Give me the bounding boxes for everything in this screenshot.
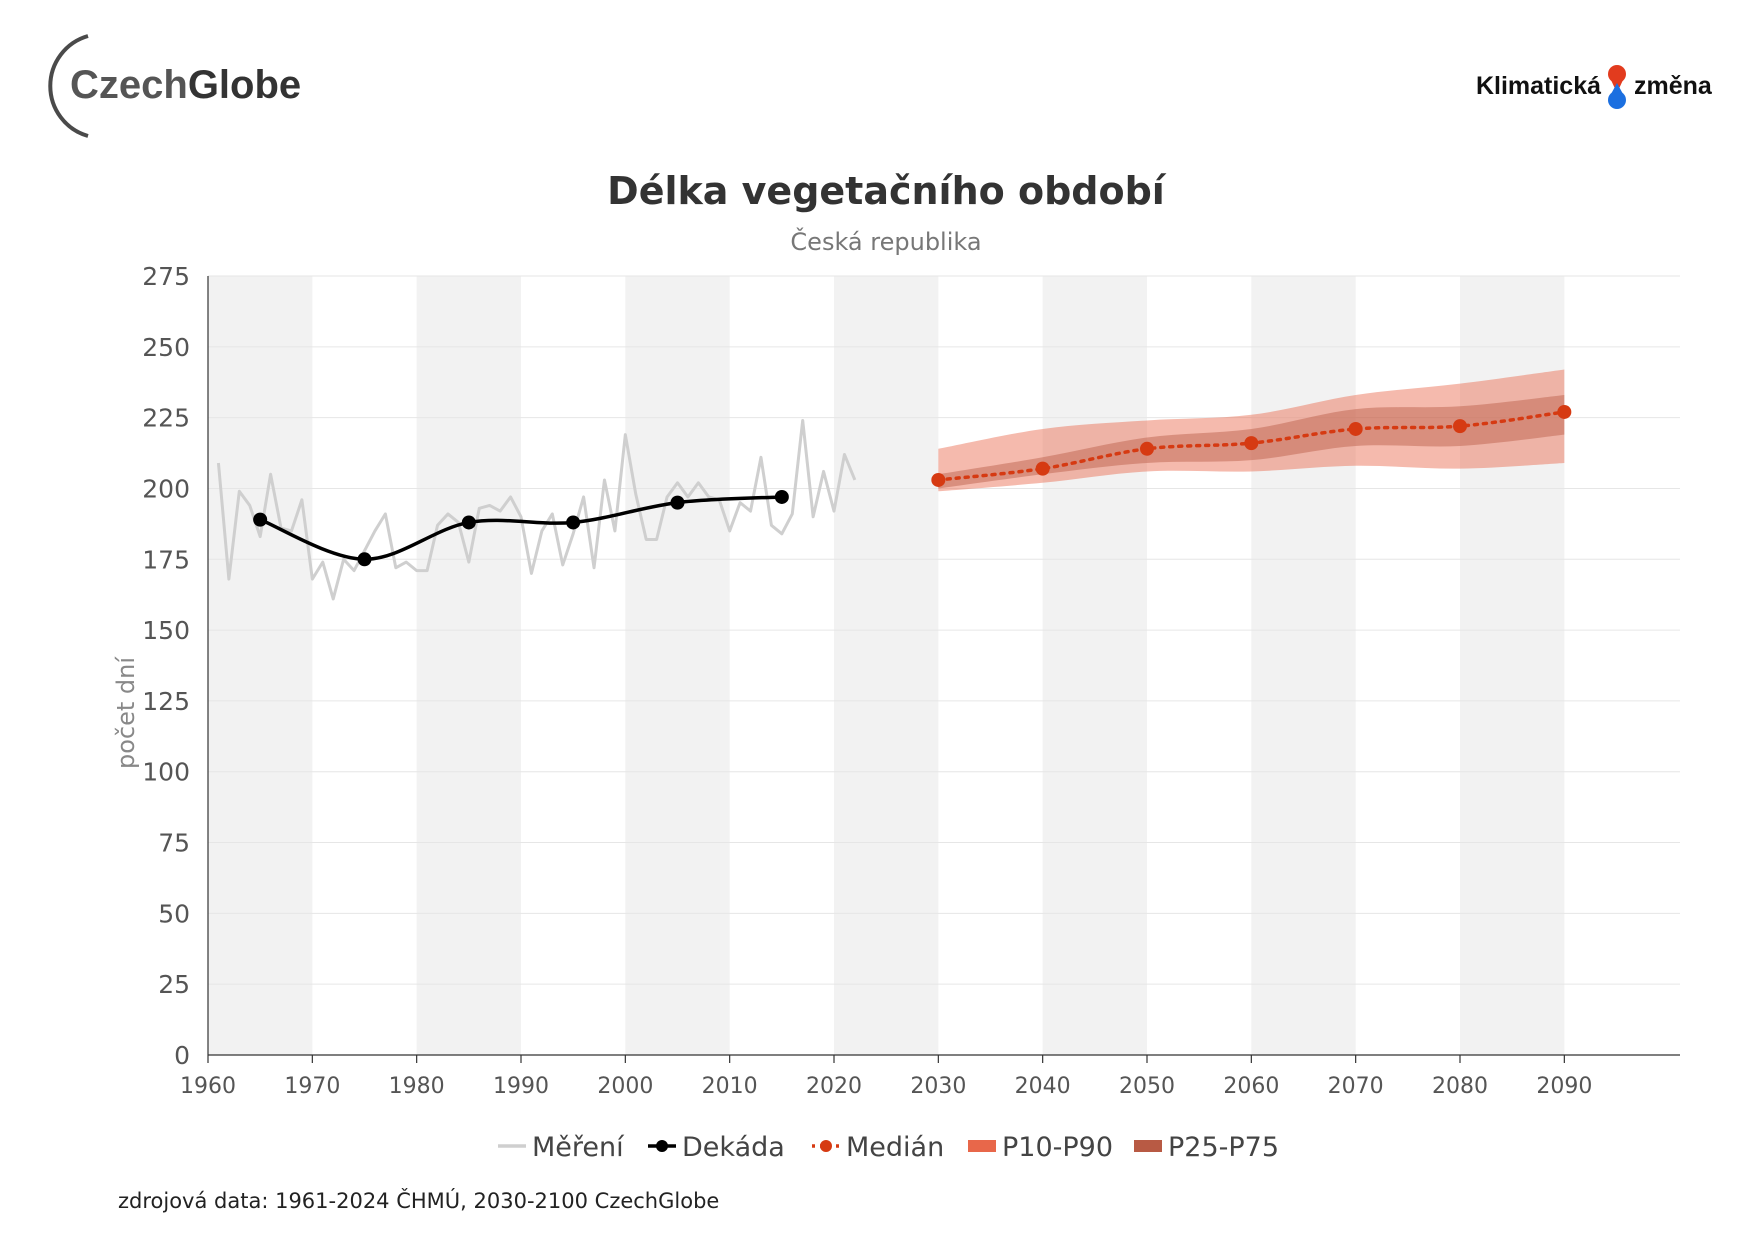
czechglobe-logo: CzechGlobe bbox=[48, 34, 301, 138]
decade-point bbox=[774, 489, 789, 504]
y-tick-label: 125 bbox=[142, 687, 190, 716]
red-drop-icon bbox=[1608, 65, 1626, 83]
median-point bbox=[931, 472, 946, 487]
y-tick-label: 50 bbox=[158, 899, 190, 928]
decade-point bbox=[566, 515, 581, 530]
median-point bbox=[1348, 421, 1363, 436]
y-tick-label: 250 bbox=[142, 333, 190, 362]
blue-drop-icon bbox=[1608, 91, 1626, 109]
median-point bbox=[1140, 441, 1154, 456]
x-tick-label: 2010 bbox=[702, 1074, 758, 1099]
decade-stripe bbox=[416, 276, 521, 1055]
y-tick-label: 75 bbox=[158, 829, 190, 858]
decade-stripe bbox=[1251, 276, 1356, 1055]
decade-stripe bbox=[834, 276, 939, 1055]
axes: 0 25 50 75 100 125 150 175 200 225 250 275 1960 1970 1… bbox=[142, 262, 1680, 1099]
decade-stripe bbox=[208, 276, 313, 1055]
median-point bbox=[1557, 404, 1572, 419]
legend-decade-dot bbox=[656, 1140, 668, 1152]
median-point bbox=[1244, 436, 1259, 451]
x-tick-label: 1960 bbox=[180, 1074, 236, 1099]
decade-stripe bbox=[1460, 276, 1565, 1055]
legend-label-p25-p75[interactable]: P25-P75 bbox=[1168, 1132, 1279, 1163]
decade-line bbox=[259, 495, 782, 562]
y-tick-label: 150 bbox=[142, 616, 190, 645]
p10-p90-band bbox=[938, 369, 1565, 492]
decade-series bbox=[253, 489, 789, 567]
legend-p25-p75-swatch bbox=[1134, 1140, 1162, 1152]
y-tick-label: 100 bbox=[142, 758, 190, 787]
klimaticka-zmena-logo: Klimatická změna bbox=[1476, 65, 1713, 109]
x-tick-label: 2020 bbox=[806, 1074, 862, 1099]
chart-subtitle: Česká republika bbox=[790, 226, 981, 256]
legend-label-decade[interactable]: Dekáda bbox=[682, 1132, 785, 1163]
median-point bbox=[1035, 461, 1050, 476]
czechglobe-arc-icon bbox=[48, 34, 89, 138]
czechglobe-logo-text: CzechGlobe bbox=[70, 63, 301, 107]
legend-median-dot bbox=[820, 1140, 832, 1152]
x-tick-label: 1990 bbox=[493, 1074, 549, 1099]
median-point bbox=[1453, 419, 1467, 434]
decade-point bbox=[461, 515, 476, 530]
decade-stripe bbox=[625, 276, 730, 1055]
blue-drop-tip-icon bbox=[1611, 83, 1623, 94]
czechglobe-logo-part-czech: Czech bbox=[70, 63, 188, 107]
decade-point bbox=[357, 552, 372, 567]
legend-label-measured[interactable]: Měření bbox=[532, 1132, 625, 1163]
median-series bbox=[931, 404, 1572, 487]
decade-point bbox=[670, 495, 685, 510]
x-tick-label: 2040 bbox=[1015, 1074, 1071, 1099]
legend-p10-p90-swatch bbox=[968, 1140, 996, 1152]
y-tick-label: 275 bbox=[142, 262, 190, 291]
decade-point bbox=[253, 512, 268, 527]
y-axis-label: počet dní bbox=[112, 656, 140, 769]
legend-label-p10-p90[interactable]: P10-P90 bbox=[1002, 1132, 1113, 1163]
y-tick-label: 175 bbox=[142, 545, 190, 574]
x-tick-label: 2050 bbox=[1119, 1074, 1175, 1099]
y-tick-label: 0 bbox=[174, 1041, 190, 1070]
chart-title: Délka vegetačního období bbox=[607, 169, 1167, 213]
y-tick-label: 225 bbox=[142, 404, 190, 433]
x-tick-label: 2080 bbox=[1432, 1074, 1488, 1099]
x-tick-label: 2000 bbox=[597, 1074, 653, 1099]
measured-line bbox=[216, 418, 857, 601]
x-tick-label: 2030 bbox=[910, 1074, 966, 1099]
y-tick-label: 25 bbox=[158, 970, 190, 999]
gridlines bbox=[208, 275, 1680, 985]
x-tick-label: 2060 bbox=[1223, 1074, 1279, 1099]
x-tick-label: 2070 bbox=[1328, 1074, 1384, 1099]
legend: Měření Dekáda Medián P10-P90 P25-P75 bbox=[498, 1132, 1279, 1163]
czechglobe-logo-part-globe: Globe bbox=[188, 63, 301, 107]
legend-label-median[interactable]: Medián bbox=[846, 1132, 944, 1163]
x-tick-label: 2090 bbox=[1536, 1074, 1592, 1099]
x-tick-label: 1980 bbox=[389, 1074, 445, 1099]
y-tick-label: 200 bbox=[142, 474, 190, 503]
x-tick-label: 1970 bbox=[284, 1074, 340, 1099]
zmena-logo-text: změna bbox=[1634, 72, 1713, 100]
measured-series bbox=[216, 418, 857, 601]
decade-stripes bbox=[208, 276, 1565, 1055]
source-note: zdrojová data: 1961-2024 ČHMÚ, 2030-2100… bbox=[118, 1188, 719, 1213]
klimaticka-logo-text: Klimatická bbox=[1476, 72, 1601, 100]
decade-stripe bbox=[1042, 276, 1147, 1055]
